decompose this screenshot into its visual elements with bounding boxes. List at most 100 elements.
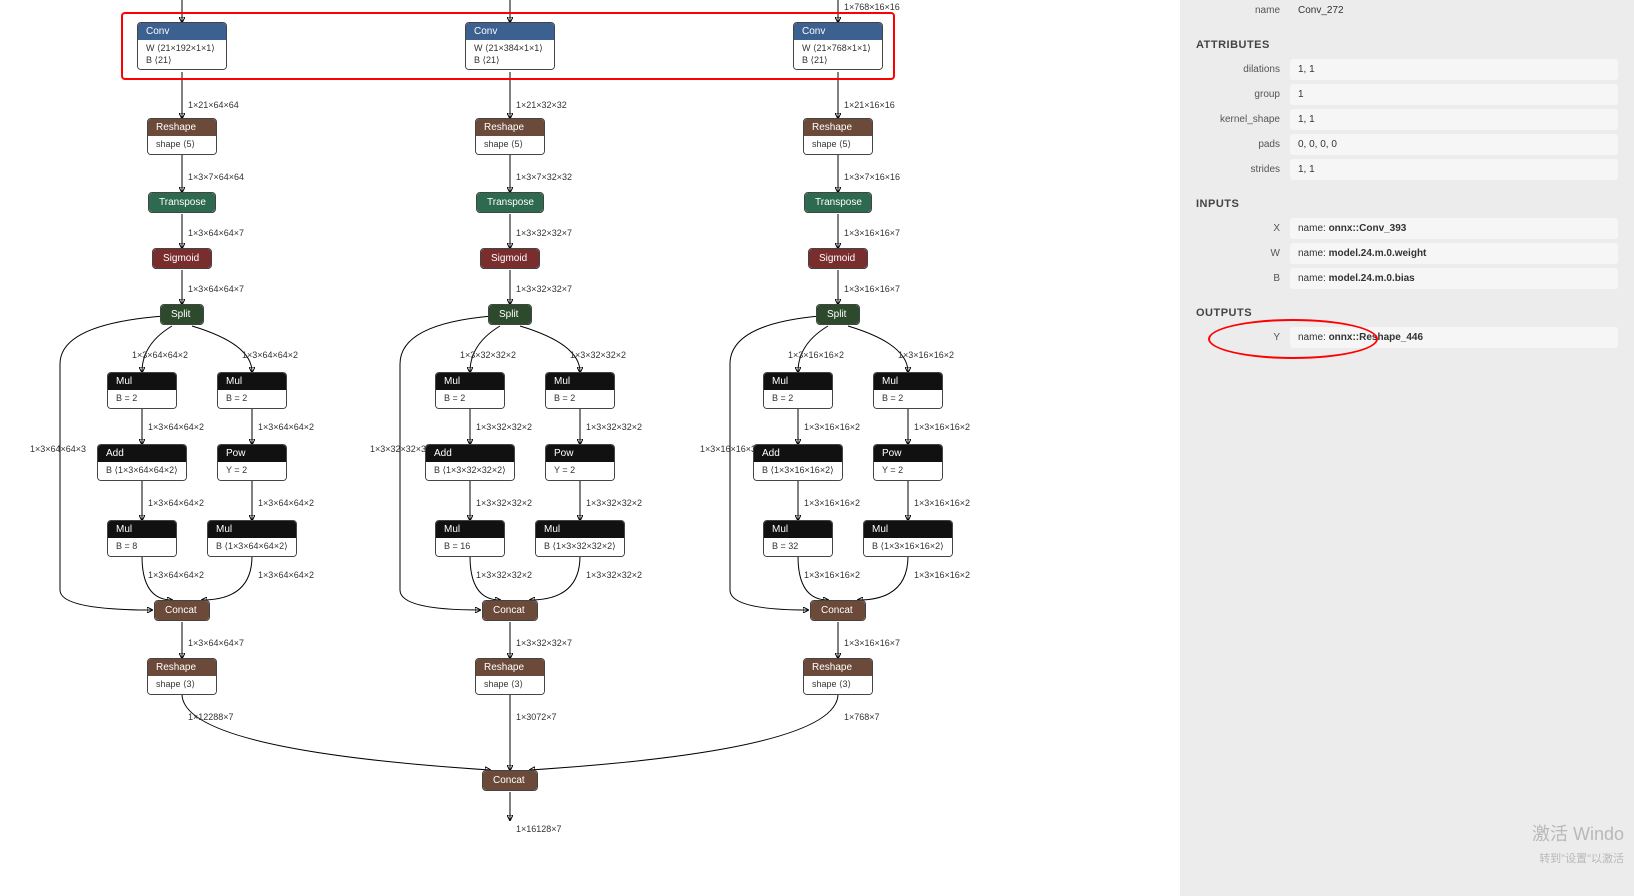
mul-node[interactable]: MulB = 2	[763, 372, 833, 409]
mul-node[interactable]: MulB = 2	[545, 372, 615, 409]
reshape-node[interactable]: Reshapeshape ⟨3⟩	[475, 658, 545, 695]
sigmoid-node[interactable]: Sigmoid	[480, 248, 540, 269]
reshape-node[interactable]: Reshapeshape ⟨5⟩	[803, 118, 873, 155]
pow-node[interactable]: PowY = 2	[873, 444, 943, 481]
edge-label: 1×3×64×64×2	[258, 422, 314, 432]
property-key: pads	[1196, 139, 1290, 150]
sigmoid-node[interactable]: Sigmoid	[152, 248, 212, 269]
concat-node[interactable]: Concat	[482, 600, 538, 621]
mul-node[interactable]: MulB = 16	[435, 520, 505, 557]
edge-label: 1×3×64×64×2	[148, 498, 204, 508]
mul-node[interactable]: MulB = 2	[107, 372, 177, 409]
edge-label: 1×3×16×16×2	[788, 350, 844, 360]
name-label: name	[1196, 5, 1290, 16]
property-row[interactable]: Wname: model.24.m.0.weight	[1196, 243, 1618, 264]
properties-panel: name Conv_272 ATTRIBUTES dilations1, 1 gr…	[1180, 0, 1634, 896]
property-key: B	[1196, 273, 1290, 284]
edge-label: 1×768×16×16	[844, 2, 900, 12]
edge-label: 1×12288×7	[188, 712, 234, 722]
property-row[interactable]: Bname: model.24.m.0.bias	[1196, 268, 1618, 289]
edge-label: 1×3×64×64×2	[242, 350, 298, 360]
final-concat-node[interactable]: Concat	[482, 770, 538, 791]
add-node[interactable]: AddB ⟨1×3×16×16×2⟩	[753, 444, 843, 481]
property-row[interactable]: Xname: onnx::Conv_393	[1196, 218, 1618, 239]
transpose-node[interactable]: Transpose	[148, 192, 216, 213]
attributes-header: ATTRIBUTES	[1196, 39, 1618, 51]
graph-canvas: ConvW ⟨21×192×1×1⟩B ⟨21⟩1×21×64×64Reshap…	[0, 0, 1180, 896]
edge-label: 1×21×16×16	[844, 100, 895, 110]
split-node[interactable]: Split	[816, 304, 860, 325]
property-row[interactable]: strides1, 1	[1196, 159, 1618, 180]
pow-node[interactable]: PowY = 2	[545, 444, 615, 481]
watermark-line2: 转到"设置"以激活	[1539, 850, 1624, 866]
mul-node[interactable]: MulB = 2	[435, 372, 505, 409]
property-value: 1, 1	[1290, 109, 1618, 130]
edge-label: 1×3×32×32×7	[516, 228, 572, 238]
edge-label: 1×3×64×64×2	[148, 422, 204, 432]
pow-node[interactable]: PowY = 2	[217, 444, 287, 481]
edge-label: 1×768×7	[844, 712, 880, 722]
property-key: kernel_shape	[1196, 114, 1290, 125]
edge-label: 1×3×32×32×2	[476, 570, 532, 580]
name-value: Conv_272	[1290, 0, 1618, 21]
property-row[interactable]: kernel_shape1, 1	[1196, 109, 1618, 130]
mul-node[interactable]: MulB ⟨1×3×32×32×2⟩	[535, 520, 625, 557]
edge-label: 1×3×64×64×2	[258, 570, 314, 580]
watermark-line1: 激活 Windo	[1532, 820, 1624, 846]
concat-node[interactable]: Concat	[154, 600, 210, 621]
property-row[interactable]: pads0, 0, 0, 0	[1196, 134, 1618, 155]
property-key: strides	[1196, 164, 1290, 175]
split-node[interactable]: Split	[488, 304, 532, 325]
property-value: name: model.24.m.0.bias	[1290, 268, 1618, 289]
property-value: 1, 1	[1290, 59, 1618, 80]
property-value: 1, 1	[1290, 159, 1618, 180]
edge-label: 1×3×32×32×2	[586, 422, 642, 432]
transpose-node[interactable]: Transpose	[804, 192, 872, 213]
edge-label: 1×3×16×16×2	[914, 422, 970, 432]
reshape-node[interactable]: Reshapeshape ⟨3⟩	[803, 658, 873, 695]
edge-label: 1×3×32×32×7	[516, 638, 572, 648]
edge-label: 1×3×64×64×2	[132, 350, 188, 360]
split-node[interactable]: Split	[160, 304, 204, 325]
edge-label: 1×3×16×16×7	[844, 228, 900, 238]
edge-label: 1×3×32×32×2	[476, 422, 532, 432]
edge-label: 1×3×64×64×2	[258, 498, 314, 508]
edge-label: 1×3×32×32×7	[516, 284, 572, 294]
add-node[interactable]: AddB ⟨1×3×32×32×2⟩	[425, 444, 515, 481]
edge-label: 1×3×32×32×2	[476, 498, 532, 508]
reshape-node[interactable]: Reshapeshape ⟨5⟩	[475, 118, 545, 155]
output-highlight-circle	[1208, 319, 1378, 359]
edge-label: 1×3×32×32×2	[460, 350, 516, 360]
mul-node[interactable]: MulB = 8	[107, 520, 177, 557]
property-row[interactable]: dilations1, 1	[1196, 59, 1618, 80]
edge-label: 1×3×64×64×7	[188, 638, 244, 648]
property-value: 0, 0, 0, 0	[1290, 134, 1618, 155]
mul-node[interactable]: MulB = 32	[763, 520, 833, 557]
outputs-header: OUTPUTS	[1196, 307, 1618, 319]
edge-label: 1×21×32×32	[516, 100, 567, 110]
edge-label: 1×3072×7	[516, 712, 557, 722]
property-key: group	[1196, 89, 1290, 100]
mul-node[interactable]: MulB ⟨1×3×16×16×2⟩	[863, 520, 953, 557]
property-value: 1	[1290, 84, 1618, 105]
edge-label: 1×16128×7	[516, 824, 562, 834]
edge-label: 1×3×16×16×2	[804, 422, 860, 432]
edge-label: 1×3×16×16×2	[914, 570, 970, 580]
mul-node[interactable]: MulB = 2	[217, 372, 287, 409]
edge-label: 1×3×64×64×3	[30, 444, 86, 454]
edge-label: 1×3×32×32×2	[570, 350, 626, 360]
inputs-header: INPUTS	[1196, 198, 1618, 210]
edge-label: 1×3×32×32×3	[370, 444, 426, 454]
property-key: W	[1196, 248, 1290, 259]
concat-node[interactable]: Concat	[810, 600, 866, 621]
add-node[interactable]: AddB ⟨1×3×64×64×2⟩	[97, 444, 187, 481]
transpose-node[interactable]: Transpose	[476, 192, 544, 213]
sigmoid-node[interactable]: Sigmoid	[808, 248, 868, 269]
reshape-node[interactable]: Reshapeshape ⟨3⟩	[147, 658, 217, 695]
mul-node[interactable]: MulB ⟨1×3×64×64×2⟩	[207, 520, 297, 557]
reshape-node[interactable]: Reshapeshape ⟨5⟩	[147, 118, 217, 155]
edge-label: 1×3×7×32×32	[516, 172, 572, 182]
edge-label: 1×3×16×16×7	[844, 284, 900, 294]
property-row[interactable]: group1	[1196, 84, 1618, 105]
mul-node[interactable]: MulB = 2	[873, 372, 943, 409]
